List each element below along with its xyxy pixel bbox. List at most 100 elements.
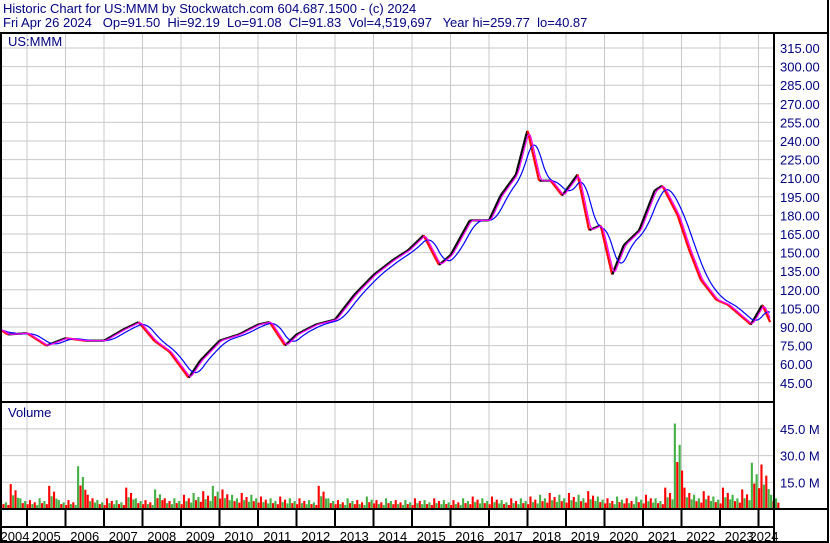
year-label: 2022	[686, 529, 715, 543]
volume-bar	[659, 500, 662, 509]
price-segment	[189, 373, 192, 377]
price-segment	[554, 186, 557, 189]
price-segment	[680, 225, 683, 229]
price-segment	[202, 355, 206, 358]
price-segment	[458, 236, 462, 239]
price-segment	[617, 255, 621, 258]
price-segment	[205, 353, 208, 356]
price-segment	[675, 213, 679, 216]
volume-bar	[474, 502, 477, 509]
volume-bar	[245, 496, 248, 509]
volume-bar	[767, 488, 770, 509]
price-segment	[215, 342, 218, 345]
volume-bar	[587, 491, 590, 509]
volume-bar	[158, 494, 161, 509]
price-segment	[164, 347, 167, 351]
price-segment	[652, 190, 656, 193]
volume-bar	[144, 500, 147, 509]
volume-bar	[137, 503, 140, 509]
price-segment	[501, 190, 505, 194]
volume-bar	[161, 500, 164, 509]
price-tick-label: 300.00	[780, 60, 820, 75]
volume-bar	[640, 499, 643, 509]
price-segment	[696, 271, 700, 274]
volume-bar	[84, 489, 87, 509]
price-segment	[286, 341, 289, 345]
volume-bar	[105, 498, 109, 509]
volume-bar	[214, 496, 217, 509]
price-segment	[637, 229, 640, 232]
volume-bar	[428, 502, 431, 509]
price-segment	[281, 340, 284, 344]
price-segment	[198, 360, 201, 363]
price-segment	[362, 283, 366, 286]
price-segment	[277, 335, 281, 338]
price-segment	[620, 249, 623, 253]
volume-bar	[291, 503, 294, 509]
price-segment	[728, 305, 731, 308]
price-segment	[692, 259, 695, 263]
price-segment	[501, 191, 504, 195]
price-segment	[362, 284, 365, 287]
price-segment	[558, 191, 562, 195]
price-segment	[629, 237, 632, 240]
price-segment	[337, 313, 341, 316]
volume-bar	[418, 500, 421, 509]
price-segment	[458, 237, 461, 241]
price-segment	[148, 333, 151, 336]
price-segment	[433, 256, 437, 259]
price-segment	[513, 174, 517, 177]
volume-bar	[527, 504, 530, 509]
volume-bar	[216, 491, 219, 509]
volume-bar	[122, 504, 125, 509]
price-segment	[509, 180, 512, 184]
price-segment	[364, 282, 367, 285]
price-segment	[495, 203, 498, 206]
volume-bar	[656, 503, 660, 509]
volume-bar	[264, 499, 267, 509]
price-segment	[412, 243, 415, 247]
volume-bar	[582, 498, 585, 509]
volume-bar	[65, 504, 68, 509]
volume-bar	[187, 498, 190, 509]
price-segment	[208, 349, 212, 352]
price-segment	[142, 326, 145, 329]
price-segment	[705, 286, 708, 289]
volume-bar	[233, 501, 236, 509]
volume-bar	[67, 500, 70, 509]
price-segment	[713, 296, 717, 300]
price-segment	[153, 339, 156, 343]
price-segment	[355, 291, 358, 294]
price-segment	[578, 184, 582, 190]
price-segment	[190, 372, 193, 375]
price-segment	[340, 309, 343, 313]
price-segment	[517, 159, 521, 163]
price-segment	[689, 253, 693, 257]
volume-bar	[57, 500, 60, 509]
price-segment	[492, 207, 496, 211]
price-segment	[214, 343, 218, 346]
price-segment	[391, 258, 394, 262]
volume-bar	[26, 504, 29, 509]
price-segment	[203, 354, 206, 357]
volume-bar	[685, 497, 688, 509]
price-segment	[173, 357, 176, 360]
price-segment	[644, 211, 648, 214]
price-segment	[664, 191, 668, 195]
price-segment	[699, 278, 703, 281]
volume-bar	[413, 498, 417, 509]
volume-bar	[300, 503, 303, 509]
price-segment	[702, 282, 706, 285]
volume-bar	[399, 502, 402, 509]
volume-bar	[283, 499, 287, 509]
price-segment	[708, 290, 711, 293]
volume-bar	[55, 498, 58, 509]
price-segment	[435, 260, 439, 263]
volume-bar	[72, 502, 75, 509]
price-segment	[427, 244, 431, 248]
price-segment	[697, 272, 700, 276]
price-segment	[173, 358, 177, 361]
price-segment	[698, 276, 702, 280]
price-segment	[449, 252, 453, 255]
